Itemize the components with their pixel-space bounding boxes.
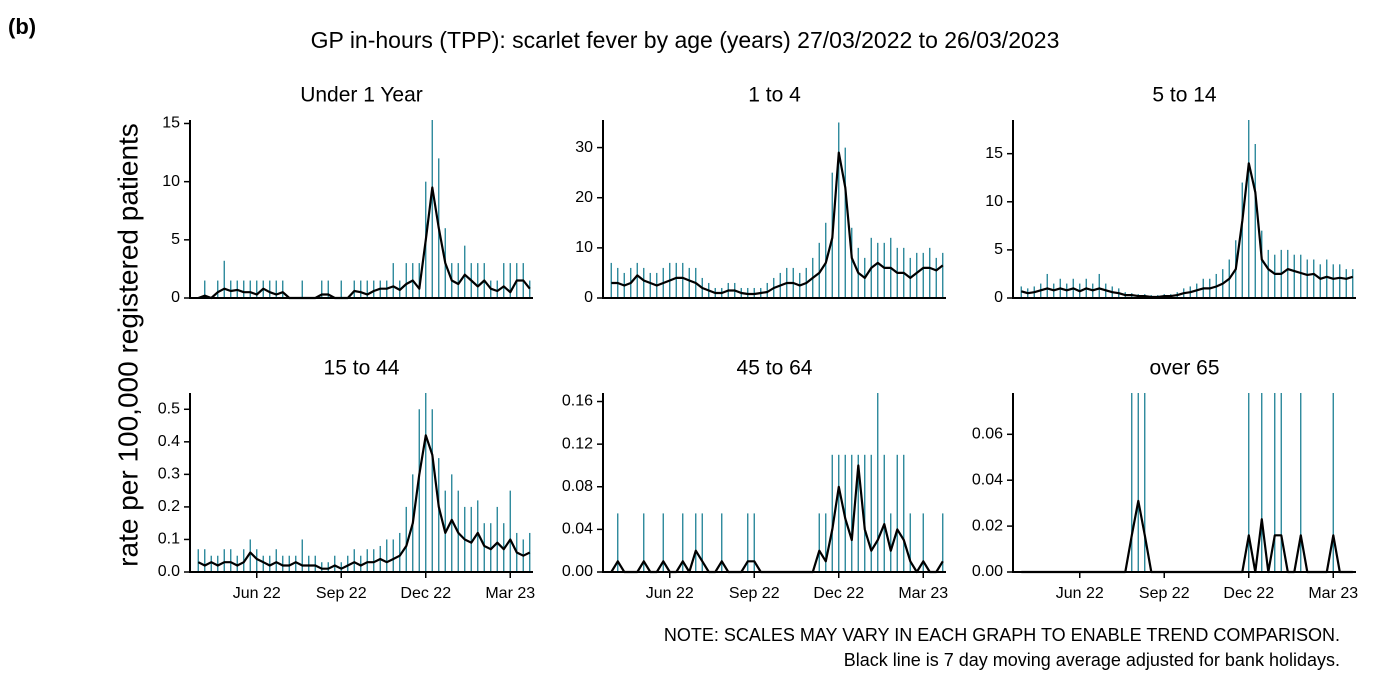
y-tick-label: 15 bbox=[985, 145, 1003, 162]
x-tick-label: Jun 22 bbox=[233, 585, 281, 602]
y-tick-label: 0.3 bbox=[158, 466, 180, 483]
x-tick-label: Mar 23 bbox=[1308, 585, 1358, 602]
panel-title: 5 to 14 bbox=[1152, 84, 1217, 107]
panel: 15 to 44 0.0 0.1 0.2 0.3 0.4 0.5 Jun 22 Sep 22 De… bbox=[158, 357, 536, 603]
x-tick-label: Dec 22 bbox=[400, 585, 451, 602]
x-tick-label: Dec 22 bbox=[1223, 585, 1274, 602]
y-tick-label: 0 bbox=[994, 289, 1003, 306]
panel-title: Under 1 Year bbox=[300, 84, 423, 107]
panel-title: 1 to 4 bbox=[748, 84, 801, 107]
panel: 45 to 64 0.00 0.04 0.08 0.12 0.16 Jun 22 Sep 22… bbox=[562, 357, 948, 603]
moving-average-line bbox=[1021, 499, 1353, 574]
x-tick-label: Sep 22 bbox=[729, 585, 780, 602]
y-tick-label: 0.4 bbox=[158, 433, 180, 450]
x-tick-label: Sep 22 bbox=[316, 585, 367, 602]
y-tick-label: 5 bbox=[994, 241, 1003, 258]
panel: over 65 0.00 0.02 0.04 0.06 Jun 22 Sep 22 Dec 2… bbox=[972, 357, 1358, 603]
x-tick-label: Jun 22 bbox=[646, 585, 694, 602]
moving-average-line bbox=[1020, 162, 1354, 299]
y-axis-label: rate per 100,000 registered patients bbox=[112, 123, 143, 567]
moving-average-line bbox=[611, 151, 944, 296]
panel-label: (b) bbox=[8, 14, 36, 39]
moving-average-line bbox=[610, 464, 944, 574]
y-tick-label: 0.5 bbox=[158, 400, 180, 417]
moving-average-line bbox=[197, 434, 531, 570]
y-tick-label: 0.00 bbox=[562, 563, 593, 580]
y-tick-label: 10 bbox=[575, 239, 593, 256]
y-tick-label: 0.0 bbox=[158, 563, 180, 580]
y-tick-label: 0.04 bbox=[562, 521, 593, 538]
panel-title: 45 to 64 bbox=[737, 357, 813, 380]
panel: 5 to 14 0 5 10 15 bbox=[985, 84, 1356, 306]
y-tick-label: 0.02 bbox=[972, 517, 1003, 534]
y-tick-label: 0.12 bbox=[562, 435, 593, 452]
panel: 1 to 4 0 10 20 30 bbox=[575, 84, 946, 306]
y-tick-label: 20 bbox=[575, 189, 593, 206]
y-tick-label: 0.00 bbox=[972, 563, 1003, 580]
y-tick-label: 15 bbox=[162, 115, 180, 132]
y-tick-label: 0.04 bbox=[972, 471, 1003, 488]
panel-title: 15 to 44 bbox=[324, 357, 400, 380]
x-tick-label: Mar 23 bbox=[485, 585, 535, 602]
note: Black line is 7 day moving average adjus… bbox=[844, 650, 1340, 670]
x-tick-label: Jun 22 bbox=[1056, 585, 1104, 602]
y-tick-label: 0.08 bbox=[562, 478, 593, 495]
panel: Under 1 Year 0 5 10 15 bbox=[162, 84, 533, 306]
y-tick-label: 0.1 bbox=[158, 531, 180, 548]
y-tick-label: 30 bbox=[575, 139, 593, 156]
note: NOTE: SCALES MAY VARY IN EACH GRAPH TO E… bbox=[664, 625, 1340, 645]
moving-average-line bbox=[197, 186, 531, 300]
y-tick-label: 0 bbox=[584, 289, 593, 306]
x-tick-label: Dec 22 bbox=[813, 585, 864, 602]
x-tick-label: Mar 23 bbox=[898, 585, 948, 602]
y-tick-label: 10 bbox=[985, 193, 1003, 210]
y-tick-label: 0.2 bbox=[158, 498, 180, 515]
y-tick-label: 10 bbox=[162, 173, 180, 190]
y-tick-label: 0 bbox=[171, 289, 180, 306]
chart-title: GP in-hours (TPP): scarlet fever by age … bbox=[311, 27, 1060, 53]
y-tick-label: 0.06 bbox=[972, 426, 1003, 443]
y-tick-label: 0.16 bbox=[562, 393, 593, 410]
x-tick-label: Sep 22 bbox=[1139, 585, 1190, 602]
panel-title: over 65 bbox=[1149, 357, 1219, 380]
y-tick-label: 5 bbox=[171, 231, 180, 248]
